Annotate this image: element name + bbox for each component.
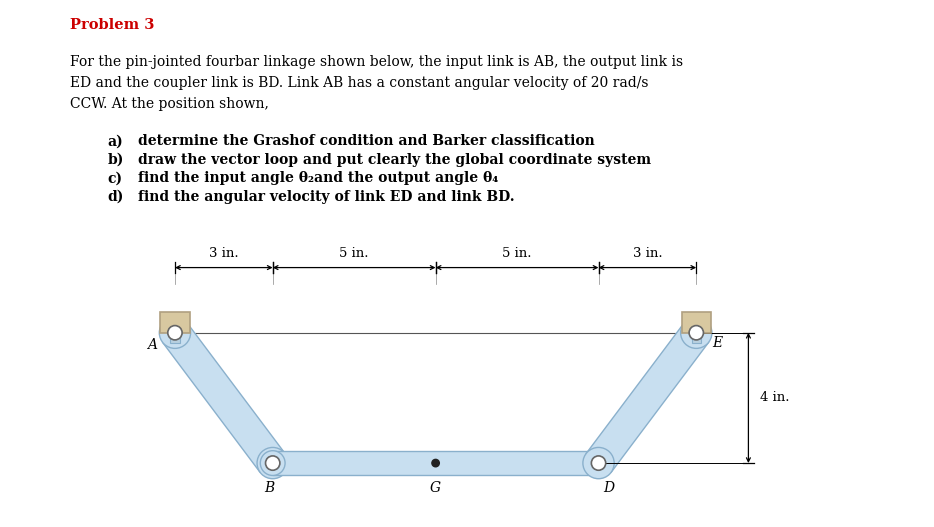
Bar <box>170 331 179 343</box>
Text: d): d) <box>107 190 124 204</box>
Text: 4 in.: 4 in. <box>760 392 789 404</box>
Text: E: E <box>713 336 723 350</box>
Text: ED and the coupler link is BD. Link AB has a constant angular velocity of 20 rad: ED and the coupler link is BD. Link AB h… <box>70 76 648 91</box>
Text: G: G <box>430 481 441 495</box>
Text: For the pin-jointed fourbar linkage shown below, the input link is AB, the outpu: For the pin-jointed fourbar linkage show… <box>70 55 683 70</box>
Polygon shape <box>163 324 285 473</box>
Text: A: A <box>147 338 157 352</box>
Text: draw the vector loop and put clearly the global coordinate system: draw the vector loop and put clearly the… <box>138 153 651 167</box>
Circle shape <box>257 447 289 479</box>
Circle shape <box>261 451 285 475</box>
Circle shape <box>160 317 191 348</box>
Text: a): a) <box>107 134 123 149</box>
Circle shape <box>689 326 703 340</box>
Text: find the input angle θ₂and the output angle θ₄: find the input angle θ₂and the output an… <box>138 171 499 186</box>
Circle shape <box>432 460 439 467</box>
Circle shape <box>587 451 611 475</box>
Circle shape <box>168 326 182 340</box>
Text: determine the Grashof condition and Barker classification: determine the Grashof condition and Bark… <box>138 134 595 149</box>
Circle shape <box>681 317 712 348</box>
Text: D: D <box>602 481 614 495</box>
Circle shape <box>591 456 605 470</box>
Bar <box>682 311 711 333</box>
Bar <box>161 311 190 333</box>
Polygon shape <box>273 451 599 475</box>
Text: B: B <box>264 481 275 495</box>
Text: c): c) <box>107 171 122 186</box>
Circle shape <box>583 447 615 479</box>
Text: Problem 3: Problem 3 <box>70 18 154 33</box>
Circle shape <box>265 456 280 470</box>
Polygon shape <box>586 324 709 473</box>
Text: find the angular velocity of link ED and link BD.: find the angular velocity of link ED and… <box>138 190 515 204</box>
Text: 5 in.: 5 in. <box>339 247 369 260</box>
Bar <box>692 331 700 343</box>
Text: 3 in.: 3 in. <box>209 247 238 260</box>
Text: 5 in.: 5 in. <box>502 247 531 260</box>
Text: b): b) <box>107 153 124 167</box>
Text: CCW. At the position shown,: CCW. At the position shown, <box>70 97 269 112</box>
Text: 3 in.: 3 in. <box>632 247 662 260</box>
